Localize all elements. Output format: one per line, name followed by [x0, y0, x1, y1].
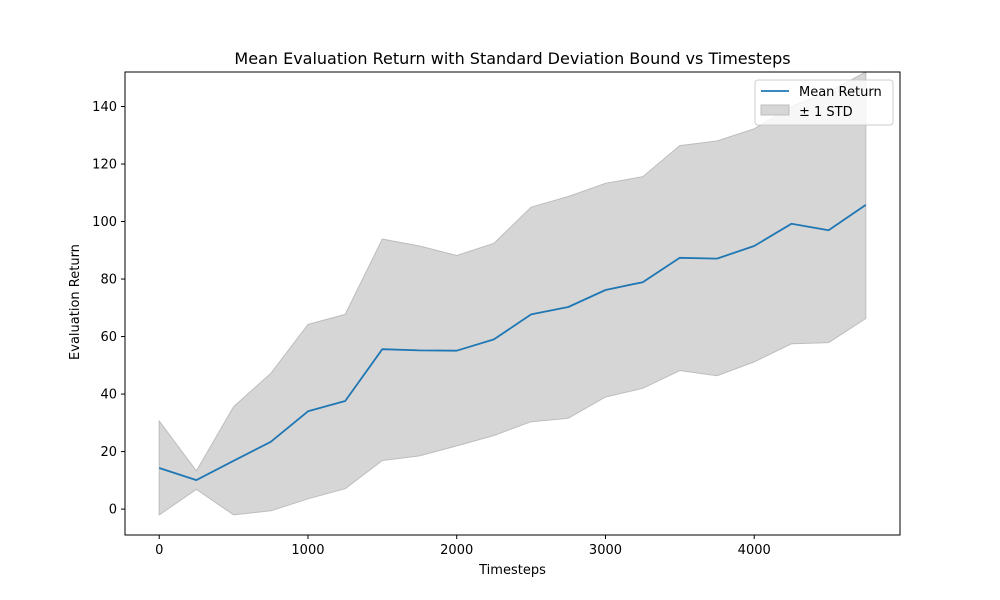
x-tick-label: 3000	[589, 543, 622, 558]
x-axis-label: Timesteps	[478, 563, 546, 578]
y-tick-label: 60	[100, 330, 117, 345]
y-tick-label: 40	[100, 388, 117, 403]
data-point-mean-return	[418, 349, 420, 351]
data-point-mean-return	[827, 229, 829, 231]
y-tick-label: 0	[109, 503, 117, 518]
data-point-mean-return	[790, 223, 792, 225]
y-tick-label: 20	[100, 445, 117, 460]
x-tick-label: 2000	[440, 543, 473, 558]
legend-mean-return-label: Mean Return	[799, 85, 882, 100]
data-point-mean-return	[865, 204, 867, 206]
plot-frame	[124, 71, 901, 536]
data-point-mean-return	[679, 257, 681, 259]
data-point-mean-return	[232, 460, 234, 462]
data-point-mean-return	[716, 257, 718, 259]
y-tick-label: 80	[100, 273, 117, 288]
chart-title: Mean Evaluation Return with Standard Dev…	[234, 49, 790, 68]
data-point-mean-return	[530, 313, 532, 315]
data-point-mean-return	[456, 350, 458, 352]
legend-std-swatch	[760, 104, 790, 116]
axis-ticks: 0 1000 2000 3000 4000 0 20 40 60 80 100 120 140	[92, 100, 771, 558]
data-point-mean-return	[195, 479, 197, 481]
data-point-mean-return	[567, 306, 569, 308]
y-tick-label: 100	[92, 215, 117, 230]
x-tick-label: 1000	[291, 543, 324, 558]
data-point-mean-return	[270, 441, 272, 443]
x-tick-label: 4000	[738, 543, 771, 558]
y-tick-label: 140	[92, 100, 117, 115]
data-point-mean-return	[344, 400, 346, 402]
data-point-mean-return	[307, 410, 309, 412]
data-point-mean-return	[158, 467, 160, 469]
data-point-mean-return	[642, 281, 644, 283]
data-point-mean-return	[493, 338, 495, 340]
data-point-mean-return	[753, 245, 755, 247]
plot-area	[158, 71, 867, 516]
data-point-mean-return	[381, 348, 383, 350]
legend: Mean Return ± 1 STD	[754, 79, 894, 126]
series-line-mean-return	[158, 204, 867, 482]
data-point-mean-return	[604, 289, 606, 291]
x-tick-label: 0	[155, 543, 163, 558]
y-axis-label: Evaluation Return	[68, 244, 83, 360]
legend-std-label: ± 1 STD	[799, 105, 853, 120]
y-tick-label: 120	[92, 158, 117, 173]
